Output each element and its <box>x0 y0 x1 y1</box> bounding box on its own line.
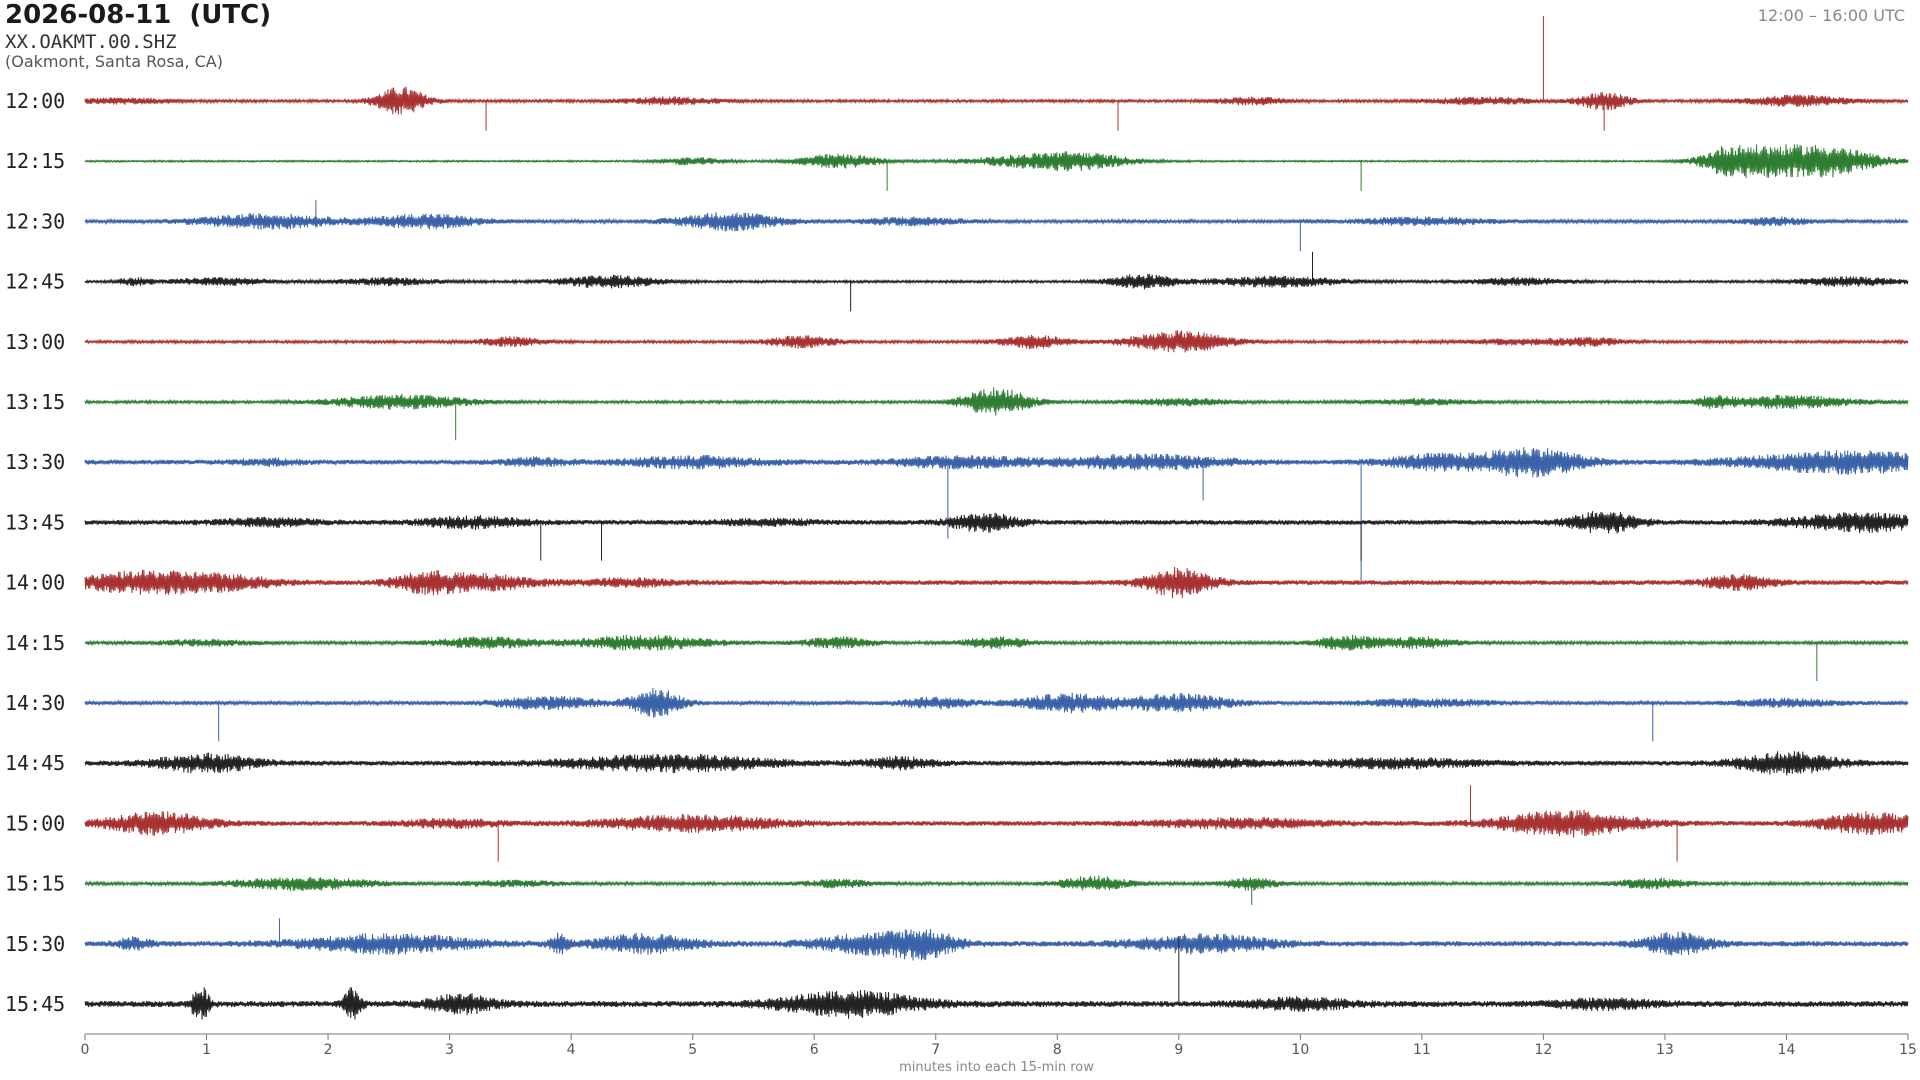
chart-date-title: 2026-08-11 (UTC) <box>5 0 272 30</box>
row-time-label: 13:00 <box>5 330 65 354</box>
row-time-label: 14:00 <box>5 571 65 595</box>
trace-row: 13:30 <box>5 447 1909 582</box>
x-tick-label: 8 <box>1053 1042 1062 1058</box>
seismic-trace <box>84 809 1909 838</box>
seismic-trace <box>84 987 1909 1020</box>
x-axis-title: minutes into each 15-min row <box>899 1060 1094 1075</box>
trace-row: 12:00 <box>5 16 1909 131</box>
trace-row: 14:45 <box>5 751 1909 776</box>
row-time-label: 12:00 <box>5 89 65 113</box>
x-tick-label: 0 <box>81 1042 90 1058</box>
x-tick-label: 6 <box>810 1042 819 1058</box>
x-tick-label: 1 <box>202 1042 211 1058</box>
x-tick-label: 14 <box>1778 1042 1796 1058</box>
seismic-trace <box>84 86 1909 115</box>
trace-row: 15:15 <box>5 872 1909 905</box>
station-location: (Oakmont, Santa Rosa, CA) <box>5 52 223 71</box>
trace-row: 12:45 <box>5 251 1909 312</box>
row-time-label: 13:15 <box>5 390 65 414</box>
trace-row: 14:00 <box>5 567 1909 599</box>
row-time-label: 14:30 <box>5 691 65 715</box>
row-time-label: 15:15 <box>5 872 65 896</box>
trace-row: 13:15 <box>5 387 1909 441</box>
row-time-label: 14:45 <box>5 751 65 775</box>
x-tick-label: 5 <box>688 1042 697 1058</box>
trace-row: 12:15 <box>5 144 1909 191</box>
seismic-trace <box>84 330 1909 353</box>
seismic-trace <box>84 688 1909 718</box>
row-time-label: 12:15 <box>5 149 65 173</box>
row-time-label: 14:15 <box>5 631 65 655</box>
trace-row: 13:00 <box>5 330 1909 354</box>
seismic-trace <box>84 567 1909 599</box>
trace-row: 15:30 <box>5 918 1909 961</box>
seismic-trace <box>84 875 1909 891</box>
seismic-trace <box>84 634 1909 651</box>
trace-row: 15:00 <box>5 785 1909 862</box>
seismic-trace <box>84 144 1909 179</box>
x-tick-label: 10 <box>1291 1042 1309 1058</box>
x-tick-label: 7 <box>931 1042 940 1058</box>
time-range-label: 12:00 – 16:00 UTC <box>1757 6 1905 25</box>
x-tick-label: 3 <box>445 1042 454 1058</box>
x-tick-label: 13 <box>1656 1042 1674 1058</box>
seismic-trace <box>84 511 1909 534</box>
trace-row: 13:45 <box>5 510 1909 561</box>
seismic-trace <box>84 751 1909 776</box>
trace-row: 14:30 <box>5 688 1909 742</box>
row-time-label: 13:30 <box>5 450 65 474</box>
seismic-trace <box>84 387 1909 416</box>
seismic-trace <box>84 212 1909 232</box>
x-tick-label: 12 <box>1534 1042 1552 1058</box>
seismic-trace <box>84 273 1909 290</box>
trace-row: 15:45 <box>5 936 1909 1020</box>
trace-row: 12:30 <box>5 200 1909 252</box>
x-tick-label: 15 <box>1899 1042 1917 1058</box>
row-time-label: 12:30 <box>5 209 65 233</box>
row-time-label: 12:45 <box>5 270 65 294</box>
x-axis: 0 1 2 3 4 5 6 7 8 9 10 11 12 13 14 15 <box>81 1033 1917 1058</box>
x-tick-label: 4 <box>567 1042 576 1058</box>
x-tick-label: 2 <box>324 1042 333 1058</box>
row-time-label: 15:30 <box>5 932 65 956</box>
trace-row: 14:15 <box>5 631 1909 682</box>
row-time-label: 15:00 <box>5 811 65 835</box>
row-time-label: 13:45 <box>5 510 65 534</box>
x-tick-label: 9 <box>1174 1042 1183 1058</box>
x-tick-label: 11 <box>1413 1042 1431 1058</box>
seismic-trace <box>84 929 1909 961</box>
seismic-trace <box>84 447 1909 478</box>
station-code: XX.OAKMT.00.SHZ <box>5 31 177 53</box>
row-time-label: 15:45 <box>5 992 65 1016</box>
trace-rows: 12:00 12:15 12:30 12:45 13:00 13:15 13:30 13:45… <box>5 16 1909 1020</box>
